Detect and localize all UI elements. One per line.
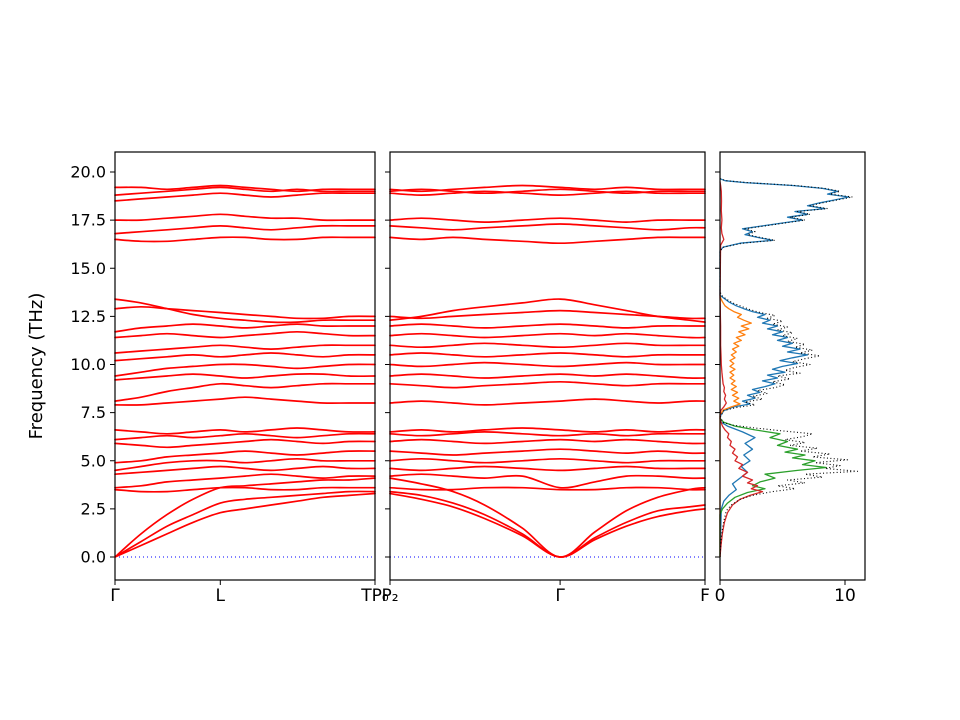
band-line [389, 298, 706, 323]
band-line [389, 448, 706, 456]
band-line [389, 473, 706, 489]
band-line [114, 473, 376, 489]
band-line [114, 213, 376, 222]
band-line [389, 465, 706, 472]
y-tick-label: 2.5 [81, 499, 106, 518]
band-line [114, 490, 376, 558]
band-line [389, 373, 706, 379]
band-line [114, 330, 376, 339]
band-line [389, 236, 706, 245]
panel-frame [114, 151, 376, 581]
band-line [389, 361, 706, 368]
x-tick-label: TP₀ [360, 586, 389, 606]
band-line [114, 236, 376, 243]
band-line [114, 192, 376, 202]
panel-band-middle: P₂ Γ F [381, 151, 710, 606]
band-line [114, 457, 376, 472]
band-line [389, 190, 706, 196]
band-line [389, 223, 706, 231]
band-line [114, 298, 376, 324]
band-line [389, 342, 706, 349]
band-line [114, 224, 376, 235]
band-line [114, 305, 376, 320]
y-tick-label: 15.0 [70, 259, 106, 278]
band-line [114, 438, 376, 449]
band-line [114, 450, 376, 464]
band-line [114, 323, 376, 333]
band-line [114, 486, 376, 493]
band-line [389, 323, 706, 329]
band-line [114, 492, 376, 558]
band-line [114, 363, 376, 377]
y-tick-label: 17.5 [70, 211, 106, 230]
band-line [114, 382, 376, 402]
x-tick-label: Γ [110, 586, 120, 606]
x-tick-label: L [216, 586, 226, 606]
band-line [114, 344, 376, 354]
x-tick-label: 0 [715, 586, 726, 606]
band-line [389, 477, 706, 558]
band-line [389, 398, 706, 406]
dos-total-curve [719, 178, 859, 558]
band-line [389, 427, 706, 433]
x-tick-label: 10 [834, 586, 856, 606]
panel-frame [389, 151, 706, 581]
band-line [389, 352, 706, 358]
panel-dos: 0 10 [715, 151, 866, 606]
band-line [389, 438, 706, 445]
band-line [389, 332, 706, 339]
band-line [389, 380, 706, 389]
band-line [389, 431, 706, 437]
band-line [114, 432, 376, 441]
band-line [114, 184, 376, 193]
band-line [114, 465, 376, 476]
panel-frame [719, 151, 866, 581]
band-line [114, 186, 376, 196]
dos-partial-orange-curve [719, 295, 752, 557]
band-line [389, 457, 706, 464]
y-tick-label: 7.5 [81, 403, 106, 422]
y-tick-label: 20.0 [70, 163, 106, 182]
dos-partial-blue-curve [719, 178, 850, 558]
y-tick-label: 0.0 [81, 548, 106, 567]
band-line [389, 217, 706, 223]
dos-partial-green-curve [719, 417, 827, 557]
panel-band-left: 0.0 2.5 5.0 7.5 10.0 12.5 15.0 17.5 20.0 Γ L TP₀ [70, 151, 389, 606]
y-tick-label: 10.0 [70, 355, 106, 374]
y-tick-label: 12.5 [70, 307, 106, 326]
x-tick-label: Γ [555, 586, 565, 606]
y-axis-label: Frequency (THz) [26, 293, 47, 440]
band-line [114, 427, 376, 435]
band-line [389, 486, 706, 491]
x-tick-label: P₂ [381, 586, 398, 606]
x-tick-label: F [700, 586, 710, 606]
y-tick-label: 5.0 [81, 451, 106, 470]
band-line [114, 352, 376, 362]
band-line [114, 396, 376, 406]
band-line [114, 477, 376, 558]
band-line [389, 184, 706, 193]
band-line [114, 373, 376, 381]
